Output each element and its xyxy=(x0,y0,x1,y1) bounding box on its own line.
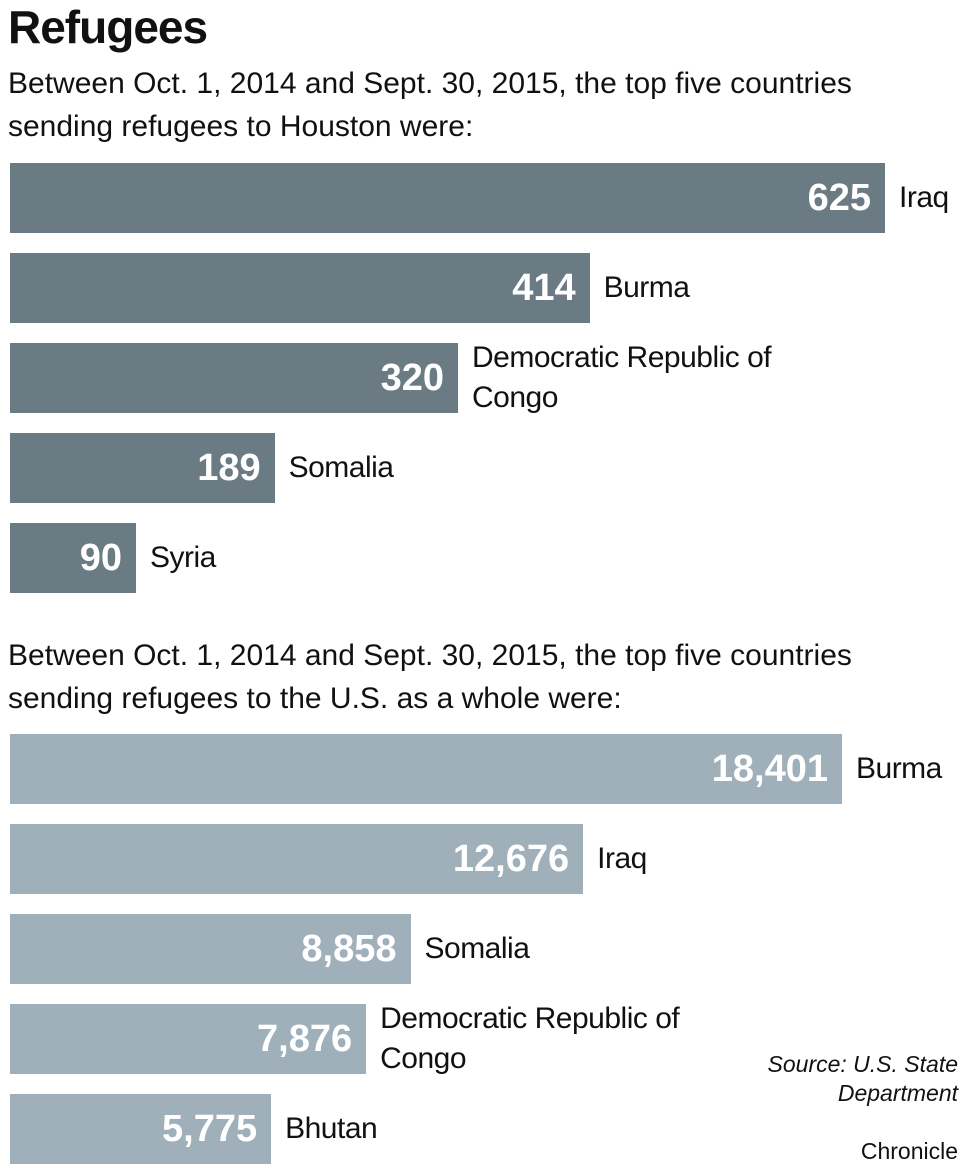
value-label: 8,858 xyxy=(301,928,397,970)
bar xyxy=(10,253,590,323)
bar xyxy=(10,163,885,233)
bar xyxy=(10,1094,272,1164)
category-label: Iraq xyxy=(899,181,949,214)
value-label: 90 xyxy=(79,537,122,579)
category-label: Somalia xyxy=(424,932,530,965)
category-label: Syria xyxy=(150,541,216,574)
category-label: Burma xyxy=(856,752,942,785)
bar xyxy=(10,523,136,593)
source: Source: U.S. State Department xyxy=(767,1051,958,1106)
title: Refugees xyxy=(8,1,208,53)
value-label: 12,676 xyxy=(452,838,570,880)
value-label: 189 xyxy=(197,447,261,489)
value-label: 5,775 xyxy=(162,1108,258,1150)
bar xyxy=(10,914,411,984)
bar xyxy=(10,343,458,413)
value-label: 320 xyxy=(380,357,444,399)
subtitle: Between Oct. 1, 2014 and Sept. 30, 2015,… xyxy=(8,67,852,143)
value-label: 625 xyxy=(807,177,871,219)
value-label: 414 xyxy=(512,267,576,309)
category-label: Democratic Republic of Congo xyxy=(472,341,772,414)
credit: Chronicle xyxy=(860,1138,958,1164)
value-label: 18,401 xyxy=(711,748,828,790)
subtitle: Between Oct. 1, 2014 and Sept. 30, 2015,… xyxy=(8,639,852,715)
category-label: Burma xyxy=(603,271,690,304)
value-label: 7,876 xyxy=(257,1018,353,1060)
bar xyxy=(10,734,842,804)
category-label: Democratic Republic of Congo xyxy=(380,1002,680,1075)
category-label: Bhutan xyxy=(285,1112,378,1145)
bar xyxy=(10,433,275,503)
bar xyxy=(10,1004,367,1074)
bar xyxy=(10,824,584,894)
category-label: Iraq xyxy=(597,842,647,875)
category-label: Somalia xyxy=(288,451,394,484)
